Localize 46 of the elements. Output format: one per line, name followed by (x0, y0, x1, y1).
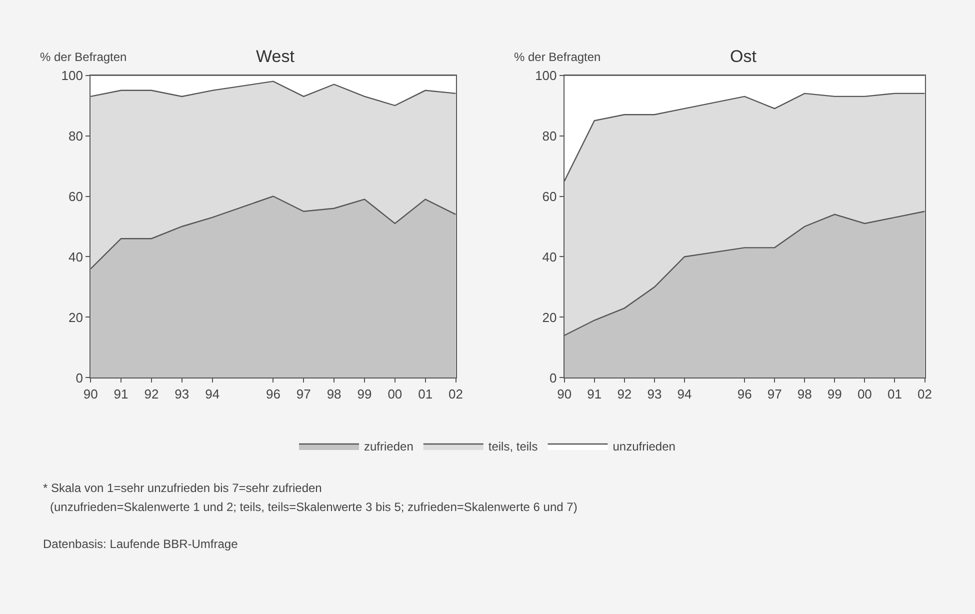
y-tick-label: 0 (550, 370, 557, 386)
x-tick-label: 02 (918, 386, 932, 402)
y-tick-label: 80 (68, 128, 84, 144)
x-tick-label: 92 (144, 386, 159, 402)
x-tick-label: 98 (797, 386, 812, 402)
x-tick-label: 00 (857, 386, 872, 402)
legend-label: unzufrieden (612, 440, 676, 454)
x-tick-label: 99 (827, 386, 842, 402)
x-tick-label: 91 (114, 386, 128, 402)
x-tick-label: 94 (677, 386, 692, 402)
legend-label: zufrieden (364, 440, 414, 454)
x-tick-label: 97 (767, 386, 782, 402)
chart-title: West (256, 47, 295, 66)
y-tick-label: 40 (68, 249, 84, 264)
y-tick-label: 60 (542, 188, 557, 204)
x-tick-label: 90 (83, 386, 98, 402)
x-tick-label: 98 (326, 386, 342, 402)
text: * Skala von 1=sehr unzufrieden bis 7=sehr zufrieden (43, 481, 322, 495)
x-tick-label: 93 (174, 386, 190, 402)
y-tick-label: 80 (542, 128, 557, 144)
y-tick-label: 20 (68, 310, 84, 325)
x-tick-label: 02 (448, 386, 464, 402)
x-tick-label: 00 (388, 386, 402, 402)
legend-label: teils, teils (488, 440, 538, 454)
x-tick-label: 90 (557, 386, 572, 402)
x-tick-label: 96 (266, 386, 280, 402)
y-tick-label: 20 (542, 310, 557, 325)
y-axis-title: % der Befragten (514, 50, 601, 64)
y-tick-label: 60 (68, 188, 84, 204)
x-tick-label: 91 (587, 386, 602, 402)
x-tick-label: 01 (418, 386, 433, 402)
chart-title: Ost (730, 47, 757, 66)
y-tick-label: 100 (61, 68, 84, 83)
x-tick-label: 92 (617, 386, 632, 402)
x-tick-label: 97 (296, 386, 311, 402)
x-tick-label: 01 (887, 386, 902, 402)
y-tick-label: 0 (76, 370, 84, 386)
x-tick-label: 96 (737, 386, 752, 402)
x-tick-label: 93 (647, 386, 662, 402)
y-tick-label: 40 (542, 249, 557, 264)
y-axis-title: % der Befragten (40, 50, 127, 64)
text: Datenbasis: Laufende BBR-Umfrage (43, 537, 238, 551)
text: (unzufrieden=Skalenwerte 1 und 2; teils, teils=Skalenwerte 3 bis 5; zufrieden=Skalenwerte 6 und 7) (50, 500, 578, 514)
x-tick-label: 94 (205, 386, 220, 402)
x-tick-label: 99 (357, 386, 372, 402)
y-tick-label: 100 (535, 68, 557, 83)
